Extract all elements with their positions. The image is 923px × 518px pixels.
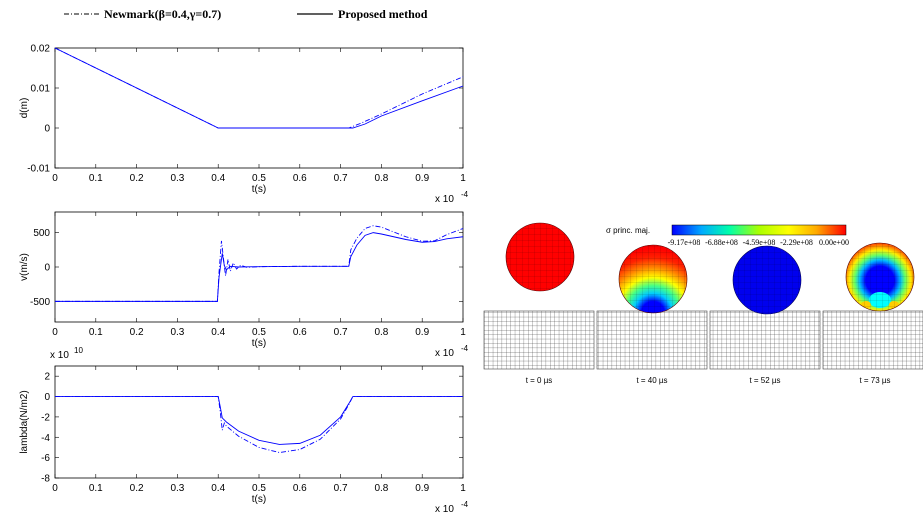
- x-multiplier-exponent: -4: [461, 500, 469, 509]
- x-tick-label: 0.6: [293, 483, 307, 494]
- colorbar: [671, 224, 847, 236]
- x-tick-label: 0.9: [415, 327, 429, 338]
- x-tick-label: 0.4: [211, 483, 225, 494]
- chart-1: 0 0.1 0.2 0.3 0.4 0.5 0.6 0.7 0.8 0.9 1-0.0100.010…: [19, 44, 469, 206]
- x-tick-label: 1: [460, 327, 466, 338]
- x-tick-label: 0.8: [374, 173, 388, 184]
- legend-proposed-label: Proposed method: [338, 7, 428, 21]
- y-tick-label: 500: [33, 228, 50, 239]
- series-proposed-line: [55, 232, 464, 302]
- y-tick-label: 0.02: [31, 44, 51, 55]
- x-tick-label: 0.7: [334, 173, 348, 184]
- y-axis-label: d(m): [19, 98, 30, 119]
- colorbar-tick-label: -4.59e+08: [743, 238, 776, 247]
- x-tick-label: 1: [460, 173, 466, 184]
- x-tick-label: 0: [52, 483, 58, 494]
- y-tick-label: -2: [41, 412, 50, 423]
- y-axis-label: lambda(N/m2): [19, 390, 30, 453]
- time-label-t40: t = 40 µs: [636, 376, 667, 385]
- time-label-t0: t = 0 µs: [526, 376, 553, 385]
- colorbar-tick-label: 0.00e+00: [819, 238, 849, 247]
- x-multiplier: x 10: [435, 194, 454, 205]
- stress-figure: σ princ. maj. -9.17e+08 -6.88e+08 -4.59e+0…: [483, 222, 923, 385]
- colorbar-tick-label: -9.17e+08: [668, 238, 701, 247]
- y-tick-label: -500: [30, 297, 50, 308]
- x-axis-label: t(s): [252, 338, 266, 349]
- y-tick-label: 0: [44, 124, 50, 135]
- y-multiplier: x 10: [50, 350, 69, 361]
- chart-3: 0 0.1 0.2 0.3 0.4 0.5 0.6 0.7 0.8 0.9 1 -8 -6 -4 -2 0 2 t…: [19, 346, 469, 515]
- x-axis-label: t(s): [252, 184, 266, 195]
- x-tick-label: 0.8: [374, 483, 388, 494]
- chart-2: 0 0.1 0.2 0.3 0.4 0.5 0.6 0.7 0.8 0.9 1 -500 0 500 t(s…: [19, 211, 469, 359]
- base-mesh-3: [709, 310, 821, 370]
- x-tick-label: 0.2: [130, 173, 144, 184]
- x-tick-label: 0.3: [170, 327, 184, 338]
- y-tick-label: 2: [44, 372, 50, 383]
- x-tick-label: 0.4: [211, 327, 225, 338]
- x-multiplier-exponent: -4: [461, 344, 469, 353]
- x-multiplier: x 10: [435, 348, 454, 359]
- x-tick-label: 0.2: [130, 483, 144, 494]
- x-tick-label: 0.3: [170, 173, 184, 184]
- x-tick-label: 0.4: [211, 173, 225, 184]
- plot-frame: [54, 47, 464, 169]
- colorbar-tick-label: -6.88e+08: [705, 238, 738, 247]
- series-proposed-line: [55, 396, 463, 445]
- y-tick-label: -0.01: [27, 164, 50, 175]
- base-mesh-2: [596, 310, 708, 370]
- colorbar-tick-label: -2.29e+08: [780, 238, 813, 247]
- time-label-t73: t = 73 µs: [859, 376, 890, 385]
- x-tick-label: 0.9: [415, 173, 429, 184]
- disk-t0: [505, 222, 575, 292]
- x-tick-label: 0.7: [334, 483, 348, 494]
- x-tick-label: 1: [460, 483, 466, 494]
- x-tick-label: 0.6: [293, 173, 307, 184]
- x-tick-label: 0.1: [89, 327, 103, 338]
- base-mesh-1: [483, 310, 595, 370]
- x-tick-label: 0.8: [374, 327, 388, 338]
- y-axis-label: v(m/s): [19, 253, 30, 281]
- legend: Newmark(β=0.4,γ=0.7) Proposed method: [64, 7, 428, 21]
- x-tick-label: 0.3: [170, 483, 184, 494]
- colorbar-label: σ princ. maj.: [606, 226, 650, 235]
- x-tick-label: 0: [52, 173, 58, 184]
- y-tick-label: -6: [41, 453, 50, 464]
- y-tick-label: 0: [44, 263, 50, 274]
- x-tick-label: 0.2: [130, 327, 144, 338]
- x-tick-label: 0.1: [89, 483, 103, 494]
- y-tick-label: 0.01: [31, 84, 51, 95]
- colorbar-ticks: -9.17e+08 -6.88e+08 -4.59e+08 -2.29e+08 0.00…: [668, 238, 849, 247]
- base-mesh-4: [822, 310, 923, 370]
- plot-frame: [54, 365, 464, 479]
- x-tick-label: 0.1: [89, 173, 103, 184]
- y-multiplier-exponent: 10: [74, 346, 83, 355]
- plots: 0 0.1 0.2 0.3 0.4 0.5 0.6 0.7 0.8 0.9 1-0.0100.010…: [19, 44, 469, 516]
- x-tick-label: 0.9: [415, 483, 429, 494]
- x-tick-label: 0.5: [252, 483, 266, 494]
- x-axis-label: t(s): [252, 494, 266, 505]
- disk-t40: [618, 244, 688, 314]
- x-tick-label: 0.6: [293, 327, 307, 338]
- disk-t52: [732, 245, 802, 315]
- x-tick-label: 0.5: [252, 173, 266, 184]
- legend-newmark-label: Newmark(β=0.4,γ=0.7): [104, 7, 221, 21]
- y-tick-label: -4: [41, 433, 50, 444]
- time-label-t52: t = 52 µs: [749, 376, 780, 385]
- y-tick-label: 0: [44, 392, 50, 403]
- x-multiplier: x 10: [435, 504, 454, 515]
- series-proposed-line: [54, 47, 464, 129]
- x-tick-label: 0.5: [252, 327, 266, 338]
- x-tick-label: 0: [52, 327, 58, 338]
- series-newmark-line: [55, 396, 463, 454]
- x-multiplier-exponent: -4: [461, 190, 469, 199]
- disk-t73: [845, 242, 915, 312]
- x-tick-label: 0.7: [334, 327, 348, 338]
- y-tick-label: -8: [41, 474, 50, 485]
